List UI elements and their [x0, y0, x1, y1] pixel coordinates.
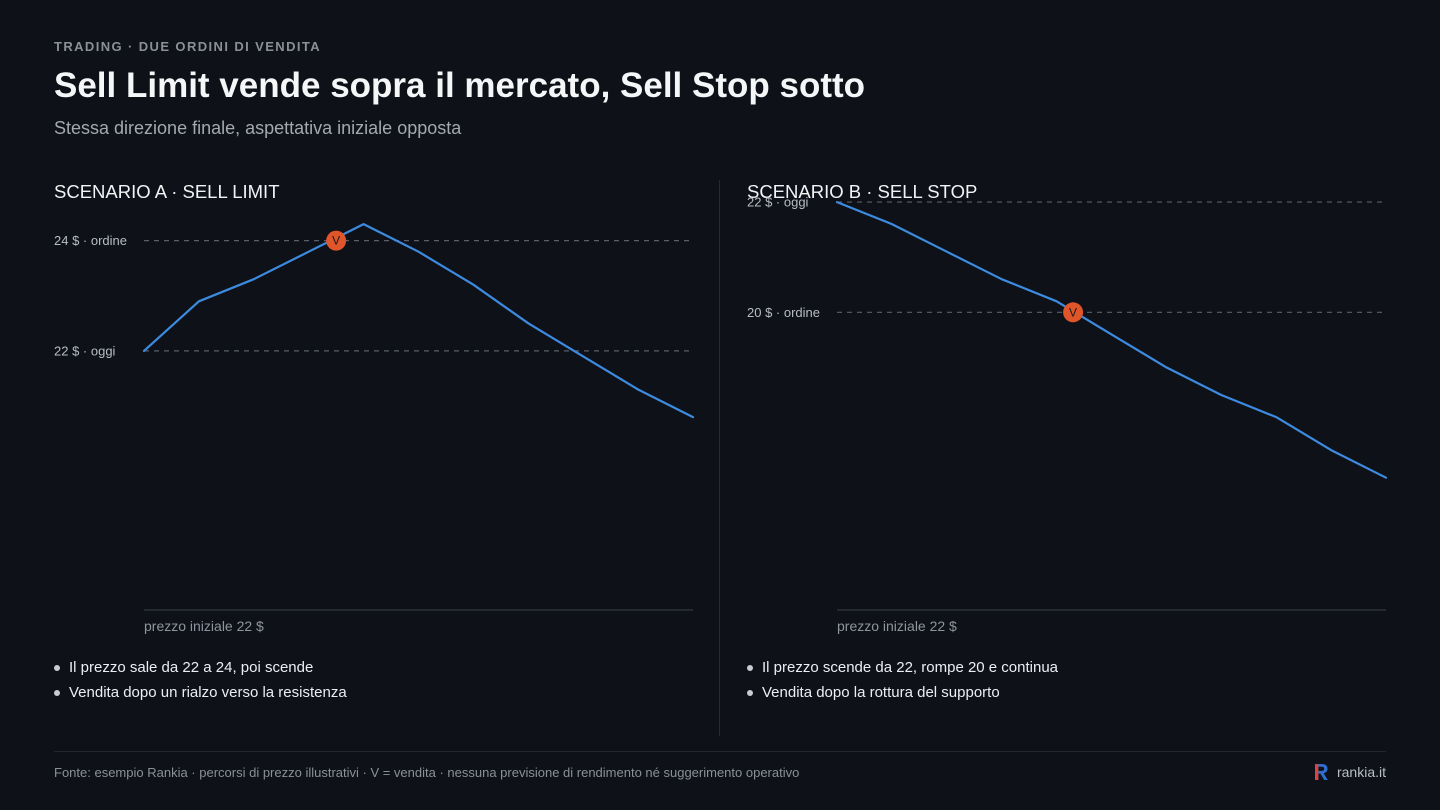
page-title: Sell Limit vende sopra il mercato, Sell … — [54, 66, 866, 105]
reference-line-label: 22 $ · oggi — [747, 195, 809, 210]
x-axis-label: prezzo iniziale 22 $ — [144, 618, 264, 634]
panel-a-title: SCENARIO A · SELL LIMIT — [54, 181, 280, 202]
price-series-line — [142, 223, 695, 419]
panel-a-bullets: Il prezzo sale da 22 a 24, poi scende Ve… — [54, 655, 347, 705]
chart-scenario-b: 22 $ · oggi 20 $ · ordine prezzo iniziale … — [747, 195, 1388, 634]
footer-note: Fonte: esempio Rankia · percorsi di prez… — [54, 765, 800, 780]
sell-marker-label: V — [1069, 305, 1077, 319]
panel-b-bullets: Il prezzo scende da 22, rompe 20 e conti… — [747, 655, 1058, 705]
x-axis-label: prezzo iniziale 22 $ — [837, 618, 957, 634]
panel-divider — [719, 180, 720, 736]
page-subtitle: Stessa direzione finale, aspettativa ini… — [54, 118, 462, 138]
eyebrow: TRADING · DUE ORDINI DI VENDITA — [54, 39, 322, 54]
bullet-item: Il prezzo scende da 22, rompe 20 e conti… — [747, 655, 1058, 680]
panel-b-title: SCENARIO B · SELL STOP — [747, 181, 978, 202]
bullet-item: Il prezzo sale da 22 a 24, poi scende — [54, 655, 347, 680]
sell-marker — [326, 230, 347, 251]
sell-marker — [1063, 302, 1084, 323]
footer-divider — [54, 751, 1386, 752]
bullet-item: Vendita dopo un rialzo verso la resisten… — [54, 680, 347, 705]
reference-line-label: 24 $ · ordine — [54, 233, 127, 248]
price-series-line — [835, 201, 1388, 479]
rankia-logo-icon — [1314, 764, 1328, 780]
sell-marker-label: V — [332, 234, 340, 248]
brand-name: rankia.it — [1336, 764, 1386, 780]
reference-line-label: 22 $ · oggi — [54, 343, 116, 358]
reference-line-label: 20 $ · ordine — [747, 305, 820, 320]
bullet-item: Vendita dopo la rottura del supporto — [747, 680, 1058, 705]
brand[interactable]: rankia.it — [1313, 763, 1386, 781]
chart-scenario-a: 24 $ · ordine 22 $ · oggi prezzo iniziale … — [54, 223, 695, 634]
